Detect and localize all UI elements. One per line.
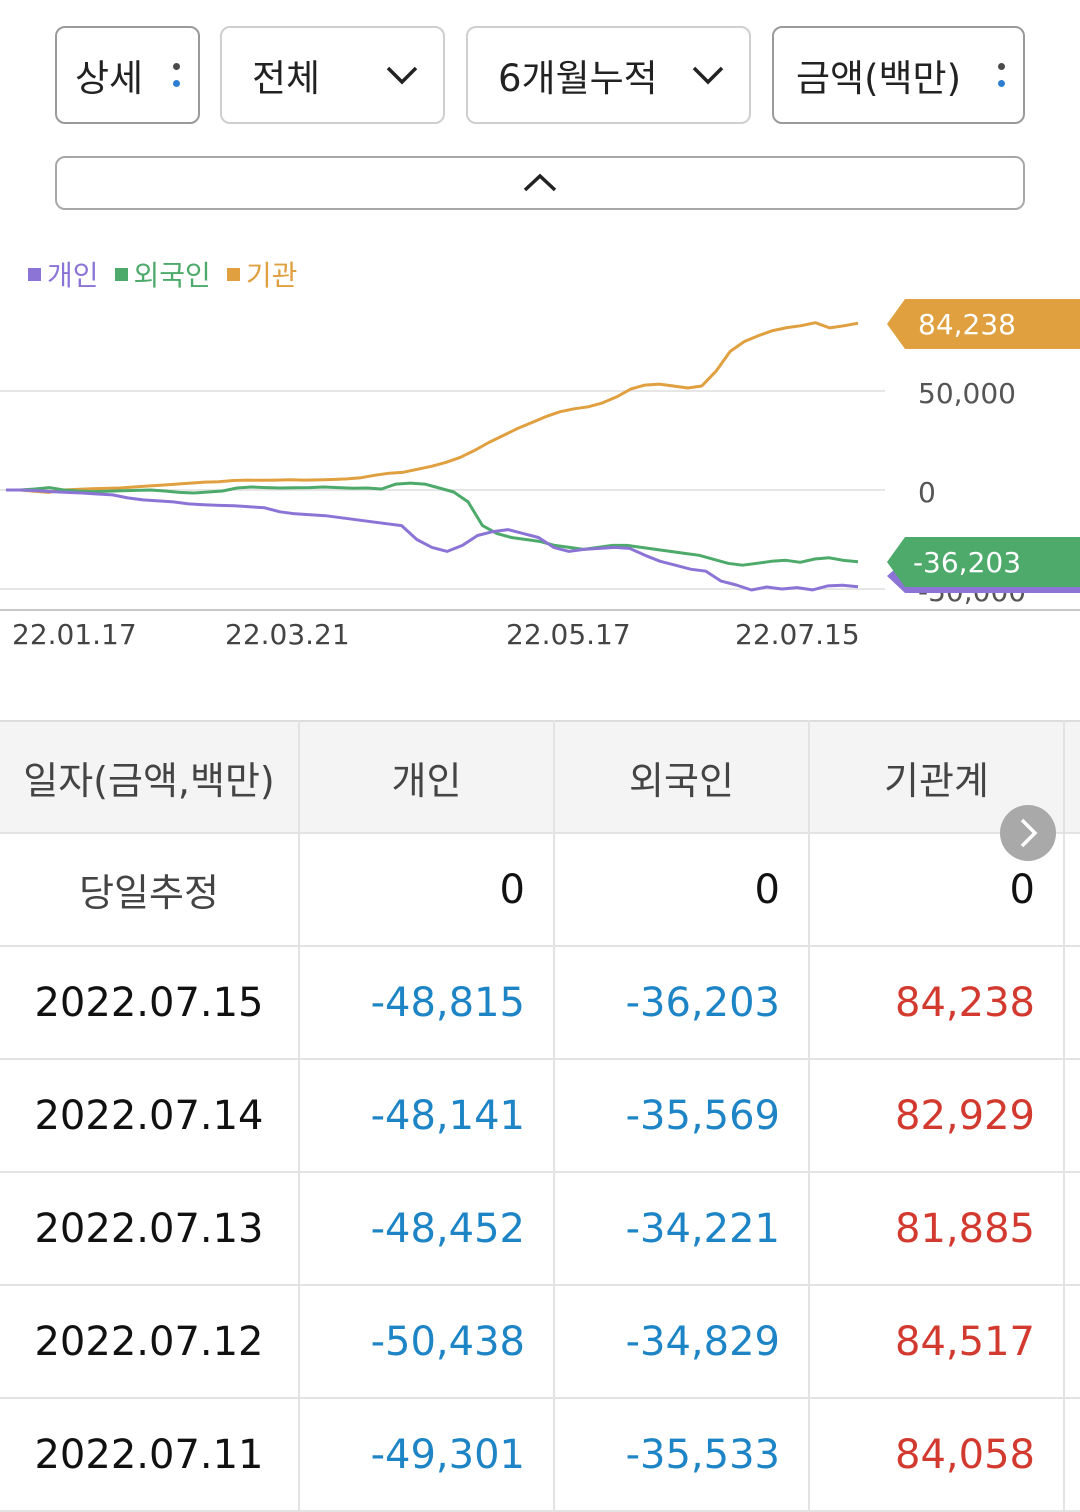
cell-foreign: -35,569 xyxy=(554,1059,810,1173)
last-value-flag: 84,238 xyxy=(887,299,1080,349)
header-foreign: 외국인 xyxy=(554,720,810,834)
legend-label: 개인 xyxy=(47,259,99,292)
series-line xyxy=(6,488,859,592)
table-row: 2022.07.14 -48,141 -35,569 82,929 xyxy=(0,1059,1080,1173)
header-date: 일자(금액,백만) xyxy=(0,720,300,834)
header-individual: 개인 xyxy=(299,720,555,834)
cell-individual: -48,815 xyxy=(299,946,555,1060)
cell-institution: 84,517 xyxy=(809,1285,1065,1399)
period-dropdown[interactable]: 6개월누적 xyxy=(466,26,751,124)
row-date: 2022.07.15 xyxy=(0,946,300,1060)
cell-overflow xyxy=(1064,1398,1080,1512)
x-tick-label: 22.05.17 xyxy=(506,618,631,651)
cell-overflow xyxy=(1064,1172,1080,1286)
row-date: 2022.07.12 xyxy=(0,1285,300,1399)
investor-chart: 22.01.17 22.03.21 22.05.17 22.07.15 50,000 0… xyxy=(0,299,1080,651)
view-select-label: 상세 xyxy=(75,57,144,100)
row-date: 2022.07.11 xyxy=(0,1398,300,1512)
cell-individual: -48,452 xyxy=(299,1172,555,1286)
cell-institution: 82,929 xyxy=(809,1059,1065,1173)
y-tick-label: 50,000 xyxy=(918,377,1016,410)
cell-foreign: -35,533 xyxy=(554,1398,810,1512)
legend-item-individual[interactable]: 개인 xyxy=(28,254,99,294)
chevron-down-icon xyxy=(385,64,419,86)
flag-label: -36,203 xyxy=(913,546,1021,579)
cell-overflow xyxy=(1064,833,1080,947)
unit-select-label: 금액(백만) xyxy=(796,57,962,100)
series-line xyxy=(6,481,859,567)
legend-item-foreign[interactable]: 외국인 xyxy=(114,254,211,294)
cell-foreign: -34,221 xyxy=(554,1172,810,1286)
unit-select[interactable]: 금액(백만) xyxy=(772,26,1025,124)
cell-institution: 84,058 xyxy=(809,1398,1065,1512)
table-row: 당일추정 0 0 0 xyxy=(0,833,1080,947)
chevron-down-icon xyxy=(691,64,725,86)
cell-individual: -48,141 xyxy=(299,1059,555,1173)
cell-institution: 81,885 xyxy=(809,1172,1065,1286)
table-row: 2022.07.15 -48,815 -36,203 84,238 xyxy=(0,946,1080,1060)
flag-label: 84,238 xyxy=(918,308,1016,341)
period-dropdown-label: 6개월누적 xyxy=(498,57,658,100)
collapse-chart-button[interactable] xyxy=(55,156,1025,210)
header-overflow xyxy=(1064,720,1080,834)
legend-swatch xyxy=(114,267,128,281)
legend-item-institution[interactable]: 기관 xyxy=(226,254,298,294)
scroll-right-button[interactable] xyxy=(1000,805,1056,861)
x-tick-label: 22.07.15 xyxy=(735,618,860,651)
kebab-icon xyxy=(173,63,180,87)
legend-swatch xyxy=(226,267,240,281)
last-value-flag: -36,203 xyxy=(887,537,1080,587)
flag-shape xyxy=(887,299,1080,349)
cell-individual: -49,301 xyxy=(299,1398,555,1512)
cell-individual: -50,438 xyxy=(299,1285,555,1399)
table-row: 2022.07.12 -50,438 -34,829 84,517 xyxy=(0,1285,1080,1399)
series-line xyxy=(6,321,859,494)
filter-dropdown[interactable]: 전체 xyxy=(220,26,445,124)
chart-legend: 개인 외국인 기관 xyxy=(28,254,297,294)
y-tick-label: 0 xyxy=(918,476,936,509)
flag-shape xyxy=(887,537,1080,587)
x-tick-label: 22.03.21 xyxy=(225,618,350,651)
legend-label: 외국인 xyxy=(133,259,211,292)
view-select[interactable]: 상세 xyxy=(55,26,200,124)
cell-overflow xyxy=(1064,1059,1080,1173)
chevron-right-icon xyxy=(1020,818,1038,848)
filter-dropdown-label: 전체 xyxy=(252,57,321,100)
cell-institution: 84,238 xyxy=(809,946,1065,1060)
row-date: 2022.07.14 xyxy=(0,1059,300,1173)
cell-overflow xyxy=(1064,946,1080,1060)
investor-table: 일자(금액,백만) 개인 외국인 기관계 당일추정 0 0 0 2022.07.… xyxy=(0,720,1080,1512)
legend-swatch xyxy=(28,267,41,281)
table-row: 2022.07.11 -49,301 -35,533 84,058 xyxy=(0,1398,1080,1512)
cell-foreign: -34,829 xyxy=(554,1285,810,1399)
cell-individual: 0 xyxy=(299,833,555,947)
x-tick-label: 22.01.17 xyxy=(12,618,137,651)
cell-foreign: -36,203 xyxy=(554,946,810,1060)
row-date: 당일추정 xyxy=(0,833,300,947)
legend-label: 기관 xyxy=(245,259,298,292)
table-row: 2022.07.13 -48,452 -34,221 81,885 xyxy=(0,1172,1080,1286)
cell-foreign: 0 xyxy=(554,833,810,947)
table-header-row: 일자(금액,백만) 개인 외국인 기관계 xyxy=(0,720,1080,834)
cell-overflow xyxy=(1064,1285,1080,1399)
chevron-up-icon xyxy=(523,173,557,192)
kebab-icon xyxy=(998,63,1005,87)
row-date: 2022.07.13 xyxy=(0,1172,300,1286)
